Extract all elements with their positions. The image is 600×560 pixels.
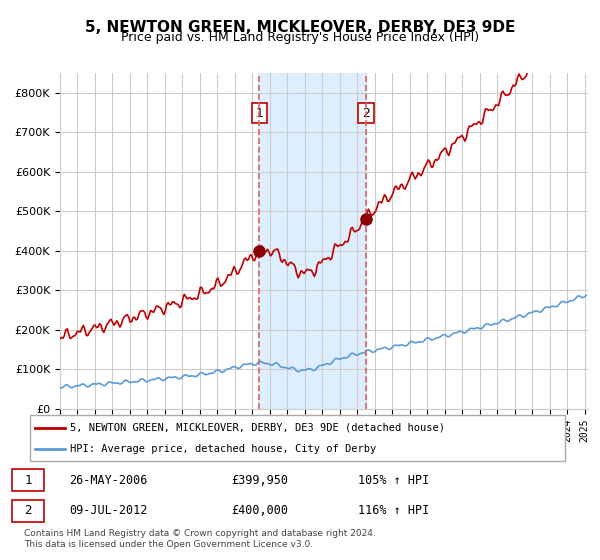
Text: 2: 2	[24, 505, 32, 517]
Text: 116% ↑ HPI: 116% ↑ HPI	[358, 505, 429, 517]
Text: 1: 1	[256, 106, 263, 120]
Text: 2: 2	[362, 106, 370, 120]
Text: £400,000: £400,000	[231, 505, 288, 517]
FancyBboxPatch shape	[30, 416, 565, 461]
Text: 26-MAY-2006: 26-MAY-2006	[70, 474, 148, 487]
Text: 5, NEWTON GREEN, MICKLEOVER, DERBY, DE3 9DE (detached house): 5, NEWTON GREEN, MICKLEOVER, DERBY, DE3 …	[71, 423, 445, 433]
Text: 5, NEWTON GREEN, MICKLEOVER, DERBY, DE3 9DE: 5, NEWTON GREEN, MICKLEOVER, DERBY, DE3 …	[85, 20, 515, 35]
Bar	[259, 73, 366, 409]
FancyBboxPatch shape	[12, 500, 44, 522]
Text: £399,950: £399,950	[231, 474, 288, 487]
Text: Contains HM Land Registry data © Crown copyright and database right 2024.
This d: Contains HM Land Registry data © Crown c…	[24, 529, 376, 549]
Text: HPI: Average price, detached house, City of Derby: HPI: Average price, detached house, City…	[71, 444, 377, 454]
Text: 105% ↑ HPI: 105% ↑ HPI	[358, 474, 429, 487]
Text: 09-JUL-2012: 09-JUL-2012	[70, 505, 148, 517]
Text: 1: 1	[24, 474, 32, 487]
Text: Price paid vs. HM Land Registry's House Price Index (HPI): Price paid vs. HM Land Registry's House …	[121, 31, 479, 44]
FancyBboxPatch shape	[12, 469, 44, 491]
